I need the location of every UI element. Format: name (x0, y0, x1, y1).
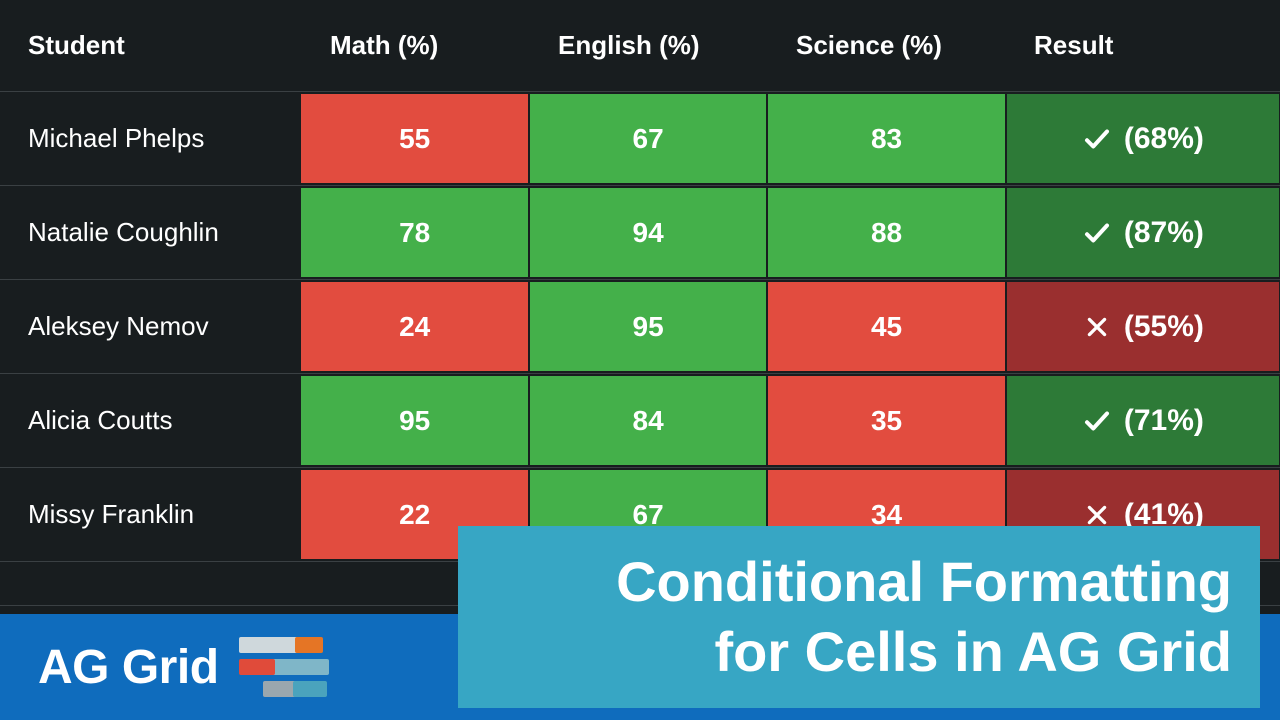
cell-student[interactable]: Michael Phelps (0, 92, 300, 185)
col-header-result[interactable]: Result (1006, 30, 1280, 61)
table-row[interactable]: Michael Phelps556783 (68%) (0, 92, 1280, 186)
table-row[interactable]: Alicia Coutts958435 (71%) (0, 374, 1280, 468)
cell-student[interactable]: Natalie Coughlin (0, 186, 300, 279)
cell-student[interactable]: Alicia Coutts (0, 374, 300, 467)
check-icon (1082, 218, 1112, 248)
result-percent: (71%) (1124, 404, 1204, 438)
result-percent: (55%) (1124, 310, 1204, 344)
brand-name: AG Grid (38, 640, 219, 695)
cell-math[interactable]: 78 (301, 188, 528, 277)
header-row: Student Math (%) English (%) Science (%)… (0, 0, 1280, 92)
cell-math[interactable]: 95 (301, 376, 528, 465)
cell-science[interactable]: 83 (768, 94, 1004, 183)
cell-science[interactable]: 45 (768, 282, 1004, 371)
cell-math[interactable]: 55 (301, 94, 528, 183)
cell-student[interactable]: Missy Franklin (0, 468, 300, 561)
cell-english[interactable]: 67 (530, 94, 766, 183)
result-percent: (87%) (1124, 216, 1204, 250)
cell-result[interactable]: (71%) (1007, 376, 1279, 465)
cell-english[interactable]: 95 (530, 282, 766, 371)
check-icon (1082, 406, 1112, 436)
title-line-1: Conditional Formatting (616, 547, 1232, 617)
table-row[interactable]: Aleksey Nemov249545 (55%) (0, 280, 1280, 374)
brand-logo-icon (239, 635, 331, 699)
cell-science[interactable]: 35 (768, 376, 1004, 465)
col-header-student[interactable]: Student (0, 30, 302, 61)
cross-icon (1082, 500, 1112, 530)
title-line-2: for Cells in AG Grid (714, 617, 1232, 687)
cell-english[interactable]: 84 (530, 376, 766, 465)
table-row[interactable]: Natalie Coughlin789488 (87%) (0, 186, 1280, 280)
cell-math[interactable]: 24 (301, 282, 528, 371)
col-header-english[interactable]: English (%) (530, 30, 768, 61)
cell-result[interactable]: (68%) (1007, 94, 1279, 183)
cell-english[interactable]: 94 (530, 188, 766, 277)
cell-science[interactable]: 88 (768, 188, 1004, 277)
cell-result[interactable]: (87%) (1007, 188, 1279, 277)
col-header-science[interactable]: Science (%) (768, 30, 1006, 61)
check-icon (1082, 124, 1112, 154)
data-grid: Student Math (%) English (%) Science (%)… (0, 0, 1280, 606)
cell-result[interactable]: (55%) (1007, 282, 1279, 371)
cell-student[interactable]: Aleksey Nemov (0, 280, 300, 373)
col-header-math[interactable]: Math (%) (302, 30, 530, 61)
cross-icon (1082, 312, 1112, 342)
result-percent: (68%) (1124, 122, 1204, 156)
title-overlay: Conditional Formatting for Cells in AG G… (458, 526, 1260, 708)
